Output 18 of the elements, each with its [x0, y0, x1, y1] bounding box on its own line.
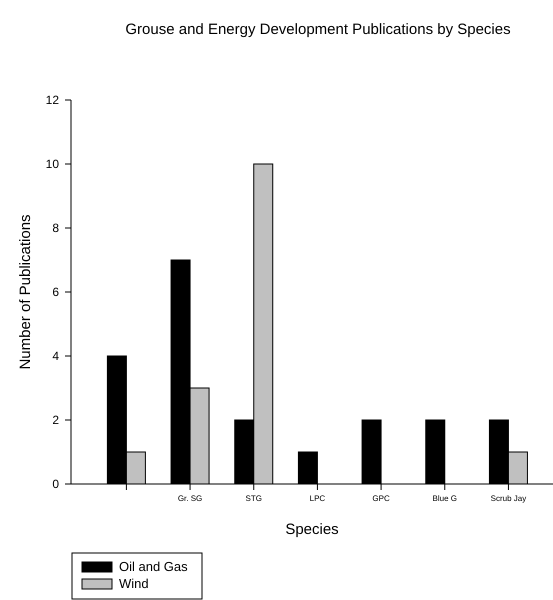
legend-label: Wind — [119, 576, 149, 591]
y-tick-label: 4 — [52, 349, 60, 363]
y-tick-label: 6 — [52, 285, 60, 299]
y-axis-title: Number of Publications — [17, 214, 34, 370]
x-tick-label: GPC — [372, 494, 390, 503]
x-axis-title: Species — [285, 521, 339, 538]
y-tick-label: 12 — [46, 93, 60, 107]
x-tick-label: Gr. SG — [178, 494, 202, 503]
legend-label: Oil and Gas — [119, 559, 188, 574]
x-tick-label: Scrub Jay — [490, 494, 526, 503]
x-tick-label: STG — [246, 494, 262, 503]
y-tick-label: 2 — [52, 413, 60, 427]
y-tick-label: 8 — [52, 221, 60, 235]
y-tick-label: 10 — [46, 157, 60, 171]
chart-title: Grouse and Energy Development Publications by Species — [125, 21, 511, 38]
x-tick-label: Blue G — [432, 494, 457, 503]
x-tick-label: LPC — [310, 494, 326, 503]
y-tick-label: 0 — [52, 477, 60, 491]
